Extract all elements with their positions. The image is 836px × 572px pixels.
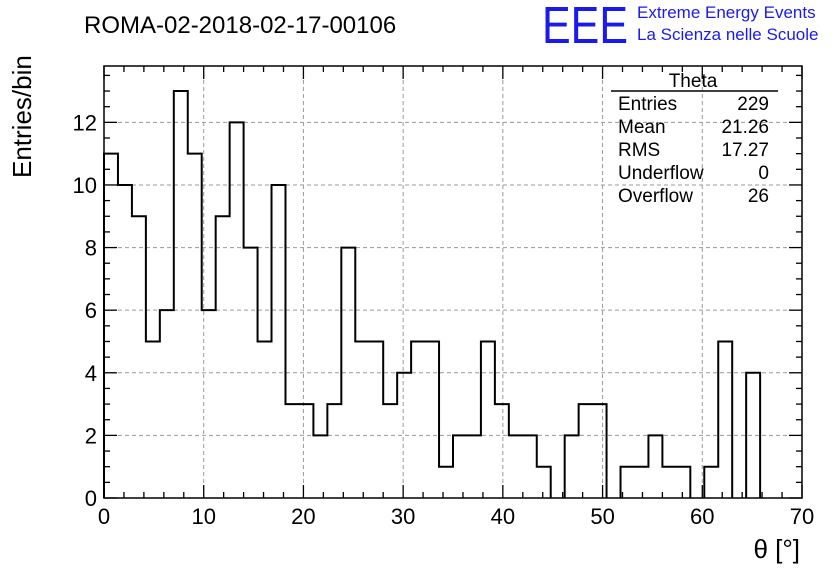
x-tick-label: 0: [98, 504, 110, 529]
histogram-series: [103, 90, 762, 498]
brand-line-2: La Scienza nelle Scuole: [637, 25, 818, 44]
histogram-bin: [174, 91, 188, 498]
histogram-bin: [258, 341, 272, 498]
x-tick-label: 40: [491, 504, 515, 529]
stats-label-overflow: Overflow: [618, 186, 693, 207]
x-tick-labels: 0 10 20 30 40 50 60 70: [98, 504, 814, 529]
histogram-outline: [745, 371, 762, 498]
stats-value-entries: 229: [737, 94, 769, 115]
y-tick-label: 12: [73, 110, 97, 135]
histogram-bin: [467, 435, 481, 498]
histogram-bin: [495, 404, 509, 498]
x-tick-label: 50: [590, 504, 614, 529]
histogram-bin: [272, 185, 286, 498]
y-tick-label: 8: [85, 236, 97, 261]
histogram-bin: [565, 435, 579, 498]
histogram-bin: [453, 435, 467, 498]
histogram-bin: [383, 404, 397, 498]
x-tick-label: 60: [690, 504, 714, 529]
histogram-bin: [369, 341, 383, 498]
histogram-bin: [411, 341, 425, 498]
stats-label-mean: Mean: [618, 117, 666, 138]
histogram-bin: [160, 310, 174, 498]
y-axis-label: Entries/bin: [7, 55, 37, 178]
x-axis-label: θ [°]: [753, 534, 800, 564]
histogram-bin: [509, 435, 523, 498]
y-tick-label: 10: [73, 173, 97, 198]
brand-line-1: Extreme Energy Events: [637, 3, 816, 22]
axis-ticks: [103, 66, 803, 499]
y-tick-label: 0: [85, 486, 97, 511]
grid-lines: [104, 66, 802, 498]
histogram-bin: [118, 185, 132, 498]
histogram-bin: [648, 435, 662, 498]
histogram-bin: [216, 216, 230, 498]
stats-label-underflow: Underflow: [618, 163, 704, 184]
stats-title: Theta: [669, 71, 718, 92]
histogram-bin: [704, 467, 718, 498]
stats-value-overflow: 26: [748, 186, 769, 207]
histogram-bin: [523, 435, 537, 498]
y-tick-label: 6: [85, 298, 97, 323]
histogram-bin: [634, 467, 648, 498]
histogram-bin: [188, 154, 202, 498]
stats-label-entries: Entries: [618, 94, 677, 115]
x-tick-label: 70: [790, 504, 814, 529]
histogram-bin: [327, 404, 341, 498]
histogram-bin: [481, 341, 495, 498]
x-tick-label: 30: [391, 504, 415, 529]
histogram-bin: [662, 467, 676, 498]
histogram-outline: [563, 403, 608, 498]
stats-value-underflow: 0: [758, 163, 769, 184]
histogram-bin: [425, 341, 439, 498]
run-title: ROMA-02-2018-02-17-00106: [84, 12, 396, 39]
x-tick-label: 10: [191, 504, 215, 529]
histogram-bin: [313, 435, 327, 498]
x-tick-label: 20: [291, 504, 315, 529]
plot-frame: [103, 65, 803, 499]
y-tick-labels: 0 2 4 6 8 10 12: [73, 110, 97, 511]
histogram-outline: [703, 340, 734, 498]
histogram-bin: [718, 341, 732, 498]
histogram-bin: [439, 467, 453, 498]
histogram-bin: [355, 341, 369, 498]
histogram-bin: [285, 404, 299, 498]
histogram-bin: [579, 404, 593, 498]
histogram-bin: [132, 216, 146, 498]
histogram-bin: [676, 467, 690, 498]
histogram-outline: [103, 90, 552, 498]
histogram-bin: [593, 404, 607, 498]
histogram-bin: [146, 341, 160, 498]
histogram-bin: [537, 467, 551, 498]
y-tick-label: 2: [85, 423, 97, 448]
stats-value-mean: 21.26: [721, 117, 769, 138]
histogram-bin: [299, 404, 313, 498]
eee-logo: EEE: [542, 0, 628, 55]
y-tick-label: 4: [85, 361, 97, 386]
stats-box: Theta Entries 229 Mean 21.26 RMS 17.27 U…: [611, 71, 778, 207]
histogram-outline: [619, 434, 692, 498]
stats-label-rms: RMS: [618, 140, 660, 161]
stats-value-rms: 17.27: [721, 140, 769, 161]
